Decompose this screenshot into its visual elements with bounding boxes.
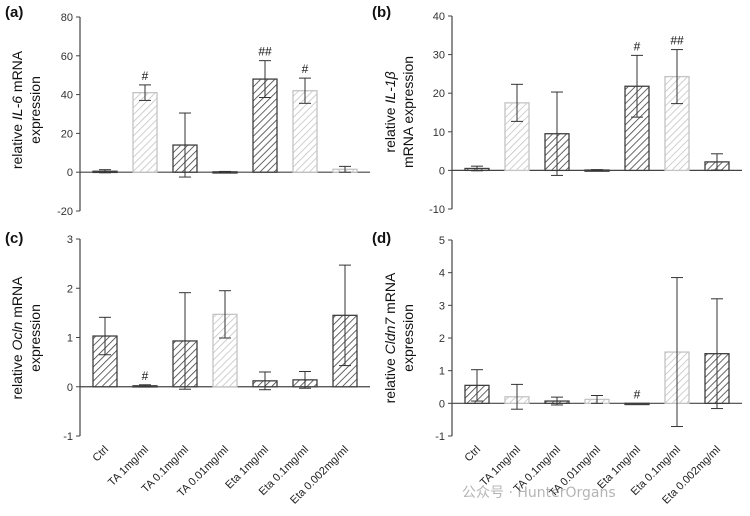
y-tick-label: 3 [439,300,445,312]
y-tick-label: -1 [63,431,73,443]
significance-marker-1: # [142,69,149,83]
y-tick-label: 20 [61,128,73,140]
significance-marker-5: ## [670,34,684,48]
y-tick-label: 0 [439,398,445,410]
y-axis-label-line2: mRNA expression [400,56,416,168]
y-tick-label: 10 [433,127,445,139]
y-axis-label-line2: expression [400,304,416,372]
y-tick-label: -1 [435,431,445,443]
y-tick-label: 2 [67,283,73,295]
panel-label: (b) [372,4,391,21]
y-axis-label: relative Ocln mRNA [9,276,25,400]
bar-1 [132,92,158,173]
significance-marker-4: ## [258,45,272,59]
panel-1: (b) relative IL-1β mRNA expression -10 0 10 20… [372,4,742,216]
y-tick-label: 20 [433,88,445,100]
y-axis-label: relative Cldn7 mRNA [382,272,398,403]
watermark-text: 公众号 · HunterOrgans [462,485,616,501]
y-tick-label: 40 [61,90,73,102]
y-tick-label: -10 [429,204,445,216]
y-tick-label: 4 [439,268,445,280]
y-tick-label: -20 [57,206,73,218]
y-tick-label: 80 [61,12,73,24]
y-tick-label: 0 [67,167,73,179]
y-axis-label-line2: expression [27,76,43,144]
y-tick-label: 3 [67,234,73,246]
y-tick-label: 0 [439,165,445,177]
bar-4 [624,402,650,406]
panel-label: (c) [5,230,23,247]
y-tick-label: 30 [433,50,445,62]
panel-label: (a) [5,4,23,21]
x-category-label-0: Ctrl [463,444,484,465]
y-tick-label: 0 [67,382,73,394]
y-tick-label: 1 [67,333,73,345]
y-axis-label-line2: expression [27,304,43,372]
significance-marker-4: # [634,39,641,53]
y-tick-label: 2 [439,333,445,345]
significance-marker-4: # [634,387,641,401]
panel-label: (d) [372,230,391,247]
y-axis-label: relative IL-1β [382,71,398,152]
significance-marker-1: # [142,369,149,383]
y-tick-label: 5 [439,235,445,247]
x-category-label-0: Ctrl [91,444,112,465]
y-tick-label: 40 [433,11,445,23]
y-axis-label: relative IL-6 mRNA [9,50,25,169]
y-tick-label: 1 [439,366,445,378]
significance-marker-5: # [302,62,309,76]
y-tick-label: 60 [61,51,73,63]
